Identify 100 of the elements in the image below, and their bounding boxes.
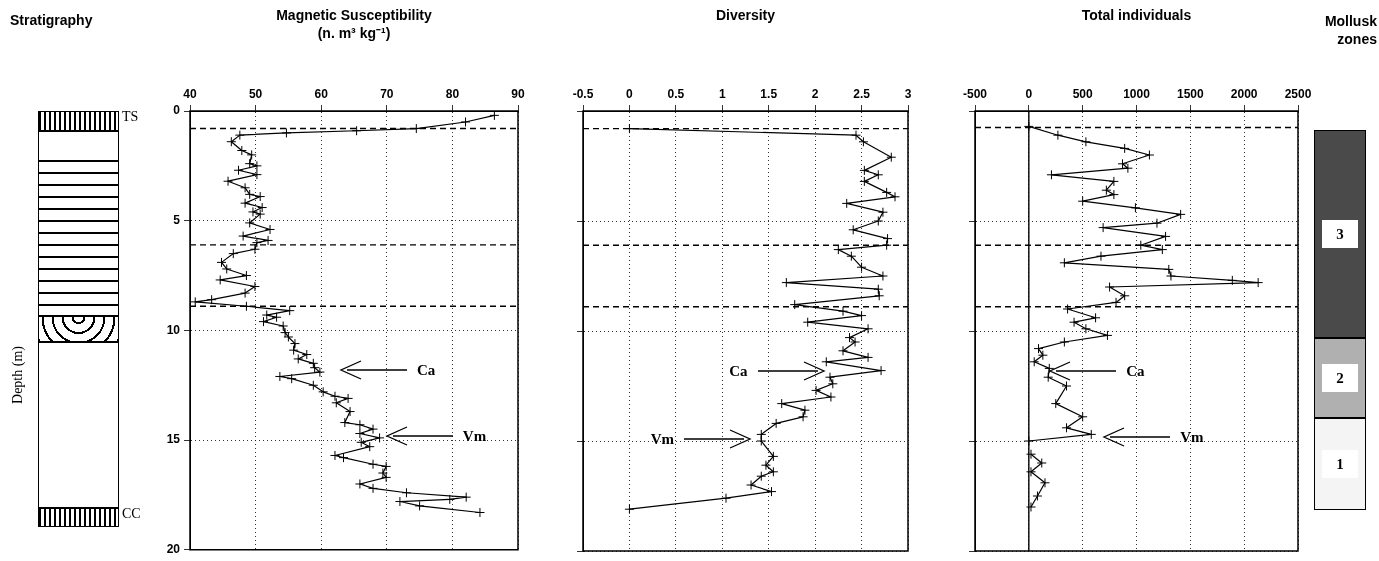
point xyxy=(1025,449,1036,460)
point xyxy=(1025,502,1036,512)
x-tick-label: 70 xyxy=(380,87,394,102)
point xyxy=(756,471,767,482)
y-tick-label: 10 xyxy=(166,322,181,337)
y-tick-label: 5 xyxy=(173,213,181,228)
point xyxy=(1039,477,1050,488)
x-tick-label: 2.5 xyxy=(853,87,871,102)
x-tick-label: 40 xyxy=(183,87,197,102)
point xyxy=(838,306,848,317)
point xyxy=(1104,282,1115,292)
point xyxy=(1108,176,1119,187)
point xyxy=(776,398,787,409)
text: CC xyxy=(122,505,141,522)
point xyxy=(838,345,848,356)
point xyxy=(874,290,885,301)
x-tick-label: 50 xyxy=(248,87,263,102)
x-tick-label: 3 xyxy=(904,87,912,102)
point xyxy=(863,352,874,363)
point xyxy=(721,493,731,504)
point xyxy=(841,198,852,209)
x-tick-label: 0 xyxy=(1025,87,1033,102)
point xyxy=(825,392,836,402)
point xyxy=(1052,130,1063,141)
point xyxy=(1119,143,1130,154)
chart-subtitle: (n. m³ kg⁻¹) xyxy=(316,24,392,42)
y-axis-title: Depth (m) xyxy=(10,346,26,405)
point xyxy=(1061,381,1072,391)
point xyxy=(848,224,859,235)
point xyxy=(1227,275,1238,286)
point xyxy=(1080,136,1091,147)
chart-title: Total individuals xyxy=(1081,7,1192,23)
point xyxy=(886,152,897,163)
x-tick-label: 1000 xyxy=(1123,87,1151,102)
point xyxy=(1160,231,1171,242)
point xyxy=(1061,422,1072,433)
point xyxy=(768,466,779,477)
point xyxy=(799,405,810,416)
annotation: Ca xyxy=(729,361,748,381)
point xyxy=(811,385,822,396)
point xyxy=(873,169,884,180)
point xyxy=(1157,244,1168,255)
point xyxy=(890,191,900,202)
point xyxy=(781,277,792,288)
x-tick-label: -0.5 xyxy=(572,87,594,102)
point xyxy=(1032,491,1043,501)
point xyxy=(882,233,893,244)
point xyxy=(851,130,861,141)
point xyxy=(1253,277,1264,288)
x-tick-label: 2000 xyxy=(1230,87,1258,102)
y-tick-label: 0 xyxy=(173,103,181,118)
point xyxy=(1059,257,1070,268)
point xyxy=(1165,271,1176,281)
x-tick-label: 0.5 xyxy=(667,87,685,102)
y-tick-label: 20 xyxy=(166,542,181,557)
point xyxy=(1163,264,1174,275)
point xyxy=(1151,218,1162,229)
point xyxy=(768,451,779,462)
x-tick-label: 1 xyxy=(718,87,726,102)
x-tick-label: 1.5 xyxy=(760,87,778,102)
chart-title: Magnetic Susceptibility xyxy=(275,6,433,24)
point xyxy=(1069,317,1080,328)
text: TS xyxy=(122,108,139,125)
point xyxy=(881,187,892,198)
point xyxy=(1029,356,1040,367)
annotation: Ca xyxy=(1126,361,1145,381)
text: 2 xyxy=(1322,364,1358,393)
annotation: Vm xyxy=(1180,427,1204,447)
point xyxy=(1108,189,1119,200)
x-tick-label: 2 xyxy=(811,87,819,102)
point xyxy=(873,216,884,226)
point xyxy=(1130,202,1141,213)
x-tick-label: 90 xyxy=(511,87,525,102)
point xyxy=(876,365,887,376)
point xyxy=(1025,466,1036,477)
point xyxy=(1044,363,1055,374)
point xyxy=(856,262,867,273)
point xyxy=(1095,251,1106,262)
x-tick-label: 1500 xyxy=(1176,87,1204,102)
point xyxy=(771,418,782,429)
point xyxy=(1062,304,1073,314)
x-tick-label: -500 xyxy=(962,87,988,102)
point xyxy=(877,271,888,281)
point xyxy=(1119,290,1130,301)
point xyxy=(1102,330,1113,341)
point xyxy=(1175,209,1186,220)
point xyxy=(1036,458,1047,468)
point xyxy=(624,504,635,515)
point xyxy=(858,136,869,147)
point xyxy=(1101,185,1112,196)
point xyxy=(1077,411,1088,422)
point xyxy=(856,310,867,321)
text: Stratigraphy xyxy=(10,12,93,28)
point xyxy=(846,251,857,262)
point xyxy=(1086,429,1097,440)
x-tick-label: 80 xyxy=(445,87,460,102)
chart-title: Diversity xyxy=(714,6,777,24)
point xyxy=(877,207,888,218)
text: 3 xyxy=(1322,219,1358,248)
y-tick-label: 15 xyxy=(166,432,181,447)
